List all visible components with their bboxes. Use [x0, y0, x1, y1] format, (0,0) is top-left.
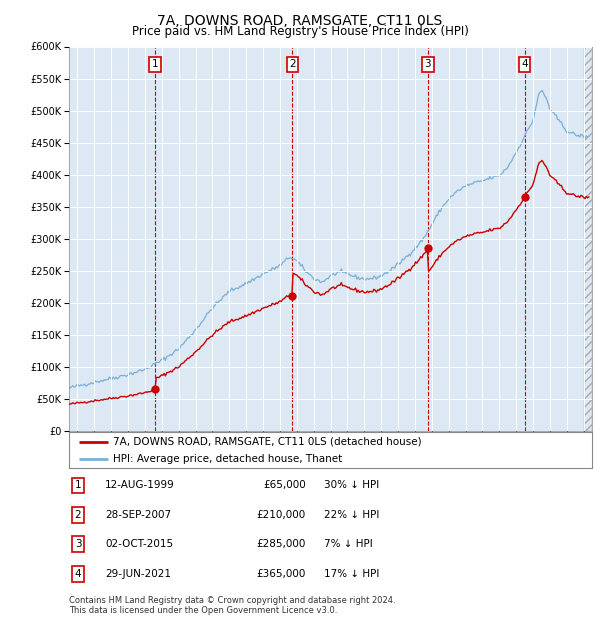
Text: 3: 3: [424, 60, 431, 69]
Text: 1: 1: [74, 480, 82, 490]
Text: 3: 3: [74, 539, 82, 549]
Text: 7A, DOWNS ROAD, RAMSGATE, CT11 0LS (detached house): 7A, DOWNS ROAD, RAMSGATE, CT11 0LS (deta…: [113, 437, 422, 447]
Text: 4: 4: [74, 569, 82, 579]
Text: 28-SEP-2007: 28-SEP-2007: [105, 510, 171, 520]
Text: Contains HM Land Registry data © Crown copyright and database right 2024.
This d: Contains HM Land Registry data © Crown c…: [69, 596, 395, 615]
Text: 29-JUN-2021: 29-JUN-2021: [105, 569, 171, 579]
Text: £65,000: £65,000: [263, 480, 306, 490]
Text: 22% ↓ HPI: 22% ↓ HPI: [324, 510, 379, 520]
Text: £210,000: £210,000: [257, 510, 306, 520]
Text: 1: 1: [152, 60, 158, 69]
Text: 7% ↓ HPI: 7% ↓ HPI: [324, 539, 373, 549]
Text: £365,000: £365,000: [257, 569, 306, 579]
Text: 2: 2: [74, 510, 82, 520]
Text: Price paid vs. HM Land Registry's House Price Index (HPI): Price paid vs. HM Land Registry's House …: [131, 25, 469, 38]
Text: 7A, DOWNS ROAD, RAMSGATE, CT11 0LS: 7A, DOWNS ROAD, RAMSGATE, CT11 0LS: [157, 14, 443, 28]
Text: 02-OCT-2015: 02-OCT-2015: [105, 539, 173, 549]
Text: £285,000: £285,000: [257, 539, 306, 549]
Text: 12-AUG-1999: 12-AUG-1999: [105, 480, 175, 490]
Text: 4: 4: [521, 60, 528, 69]
Text: HPI: Average price, detached house, Thanet: HPI: Average price, detached house, Than…: [113, 454, 343, 464]
Text: 17% ↓ HPI: 17% ↓ HPI: [324, 569, 379, 579]
Text: 2: 2: [289, 60, 296, 69]
Text: 30% ↓ HPI: 30% ↓ HPI: [324, 480, 379, 490]
